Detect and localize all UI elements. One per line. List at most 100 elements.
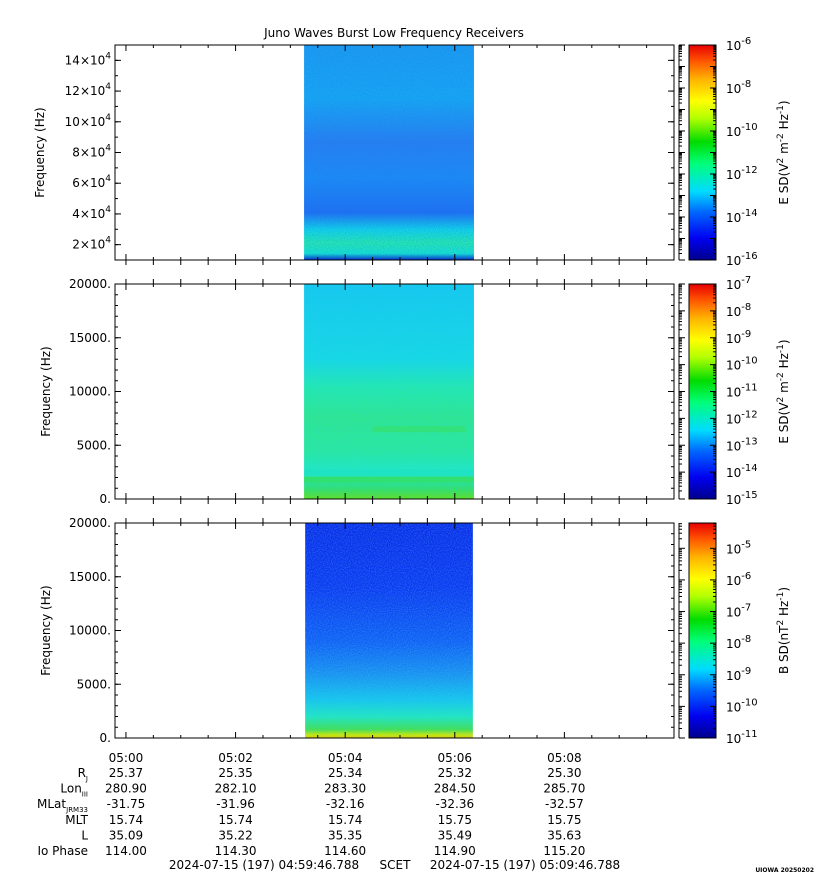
emission-band (304, 469, 474, 476)
colorbar-tick-label: 10-8 (726, 302, 751, 319)
chart-title: Juno Waves Burst Low Frequency Receivers (263, 26, 524, 40)
colorbar-tick-label: 10-8 (726, 634, 751, 651)
ephemeris-value: -32.57 (545, 797, 584, 811)
spectrogram-panel-1: 2×104 4×104 6×104 8×104 10×104 12×104 14×104 Fr… (33, 36, 791, 268)
ephemeris-value: 25.37 (109, 766, 143, 780)
y-axis: 0. 5000. 10000. 15000. 20000. (69, 277, 674, 506)
footer-scet-label: SCET (380, 858, 412, 872)
ephemeris-value: -31.75 (107, 797, 146, 811)
spectrogram-noise-texture (305, 523, 473, 738)
y-tick-label: 15000. (69, 331, 111, 345)
x-tick-label: 05:04 (328, 751, 363, 765)
spectrogram-noise-texture (304, 284, 474, 499)
credit-label: UIOWA 20250202 (755, 867, 814, 874)
y-axis: 2×104 4×104 6×104 8×104 10×104 12×104 14×104 (65, 44, 674, 261)
y-tick-label: 10×104 (65, 113, 112, 129)
x-axis-ticks (125, 45, 648, 265)
ephemeris-value: 35.09 (109, 828, 143, 842)
ephemeris-row-label: MLatJRM33 (37, 797, 88, 814)
ephemeris-value: 15.74 (328, 813, 362, 827)
y-tick-label: 10000. (69, 624, 111, 638)
y-tick-label: 4×104 (72, 205, 111, 221)
spectrogram-noise-texture (304, 45, 474, 260)
ephemeris-row-label: MLT (65, 813, 88, 827)
ephemeris-value: 114.60 (324, 844, 366, 858)
colorbar-label: E SD(V2 m-2 Hz-1) (776, 100, 791, 204)
spectrogram-panel-2: 0. 5000. 10000. 15000. 20000. Frequency (Hz) 1… (39, 275, 791, 507)
ephemeris-value: 15.74 (218, 813, 252, 827)
ephemeris-value: 283.30 (324, 782, 366, 796)
ephemeris-row: MLatJRM33 -31.75 -31.96 -32.16 -32.36 -32.57 (37, 797, 584, 814)
ephemeris-value: 35.22 (218, 828, 252, 842)
panels: 2×104 4×104 6×104 8×104 10×104 12×104 14×104 Fr… (33, 36, 791, 746)
ephemeris-row: LonIII 280.90 282.10 283.30 284.50 285.70 (60, 782, 585, 799)
y-tick-label: 8×104 (72, 144, 111, 160)
colorbar-tick-label: 10-9 (726, 666, 751, 683)
y-tick-label: 5000. (77, 438, 111, 452)
ephemeris-row-label: Io Phase (37, 844, 88, 858)
ephemeris-value: 285.70 (543, 782, 585, 796)
ephemeris-row: L 35.09 35.22 35.35 35.49 35.63 (81, 828, 581, 842)
emission-band (372, 426, 466, 433)
colorbar-tick-label: 10-10 (726, 697, 758, 714)
colorbar-tick-label: 10-11 (726, 383, 758, 400)
colorbar-label: B SD(nT2 Hz-1) (776, 587, 791, 674)
colorbar: 10-5 10-6 10-7 10-8 10-9 10-10 10-11 B SD(nT2 H… (678, 522, 791, 746)
ephemeris-value: 25.34 (328, 766, 362, 780)
ephemeris-value: 280.90 (105, 782, 147, 796)
colorbar-tick-label: 10-10 (726, 356, 758, 373)
colorbar-tick-label: 10-5 (726, 539, 751, 556)
x-tick-label: 05:00 (109, 751, 144, 765)
colorbar-tick-label: 10-12 (726, 165, 758, 182)
ephemeris-value: 15.74 (109, 813, 143, 827)
ephemeris-value: 15.75 (438, 813, 472, 827)
ephemeris-row-label: RJ (78, 766, 88, 783)
y-tick-label: 20000. (69, 277, 111, 291)
ephemeris-table: RJ 25.37 25.35 25.34 25.32 25.30 LonIII 280.90 2… (37, 766, 585, 858)
ephemeris-row: MLT 15.74 15.74 15.74 15.75 15.75 (65, 813, 581, 827)
ephemeris-value: 25.35 (218, 766, 252, 780)
footer-start-time: 2024-07-15 (197) 04:59:46.788 (169, 858, 359, 872)
y-tick-label: 15000. (69, 570, 111, 584)
x-axis-ticks (125, 518, 648, 738)
ephemeris-value: 35.63 (547, 828, 581, 842)
y-tick-label: 10000. (69, 385, 111, 399)
y-tick-label: 5000. (77, 677, 111, 691)
ephemeris-value: 284.50 (434, 782, 476, 796)
x-tick-label: 05:08 (547, 751, 582, 765)
colorbar-tick-label: 10-13 (726, 436, 758, 453)
colorbar-tick-label: 10-14 (726, 208, 758, 225)
colorbar-tick-label: 10-9 (726, 329, 751, 346)
ephemeris-value: 25.32 (438, 766, 472, 780)
colorbar-tick-label: 10-16 (726, 251, 758, 268)
y-tick-label: 14×104 (65, 51, 112, 67)
y-tick-label: 12×104 (65, 82, 112, 98)
ephemeris-value: 35.35 (328, 828, 362, 842)
colorbar: 10-6 10-8 10-10 10-12 10-14 10-16 E SD(V2 m-2 … (678, 36, 791, 268)
emission-band (304, 476, 474, 483)
ephemeris-value: 25.30 (547, 766, 581, 780)
x-axis-ticks (125, 279, 648, 504)
colorbar: 10-7 10-8 10-9 10-10 10-11 10-12 10-13 10-14 10-… (678, 275, 791, 507)
ephemeris-value: 15.75 (547, 813, 581, 827)
colorbar-tick-label: 10-10 (726, 122, 758, 139)
spectrogram-panel-3: 0. 5000. 10000. 15000. 20000. Frequency (Hz) 1… (39, 516, 791, 746)
colorbar-tick-label: 10-6 (726, 36, 751, 53)
footer-end-time: 2024-07-15 (197) 05:09:46.788 (430, 858, 620, 872)
colorbar-tick-label: 10-8 (726, 79, 751, 96)
colorbar-tick-label: 10-14 (726, 463, 758, 480)
y-tick-label: 2×104 (72, 236, 111, 252)
colorbar-tick-label: 10-12 (726, 409, 758, 426)
y-tick-label: 20000. (69, 516, 111, 530)
colorbar-tick-label: 10-15 (726, 490, 758, 507)
colorbar-tick-label: 10-7 (726, 275, 751, 292)
ephemeris-value: -32.36 (435, 797, 474, 811)
y-axis: 0. 5000. 10000. 15000. 20000. (69, 516, 674, 745)
ephemeris-value: -32.16 (326, 797, 365, 811)
y-tick-label: 6×104 (72, 174, 111, 190)
ephemeris-row: Io Phase 114.00 114.30 114.60 114.90 115.20 (37, 844, 585, 858)
y-axis-label: Frequency (Hz) (39, 346, 53, 437)
ephemeris-row-label: LonIII (60, 782, 88, 799)
ephemeris-value: 35.49 (438, 828, 472, 842)
